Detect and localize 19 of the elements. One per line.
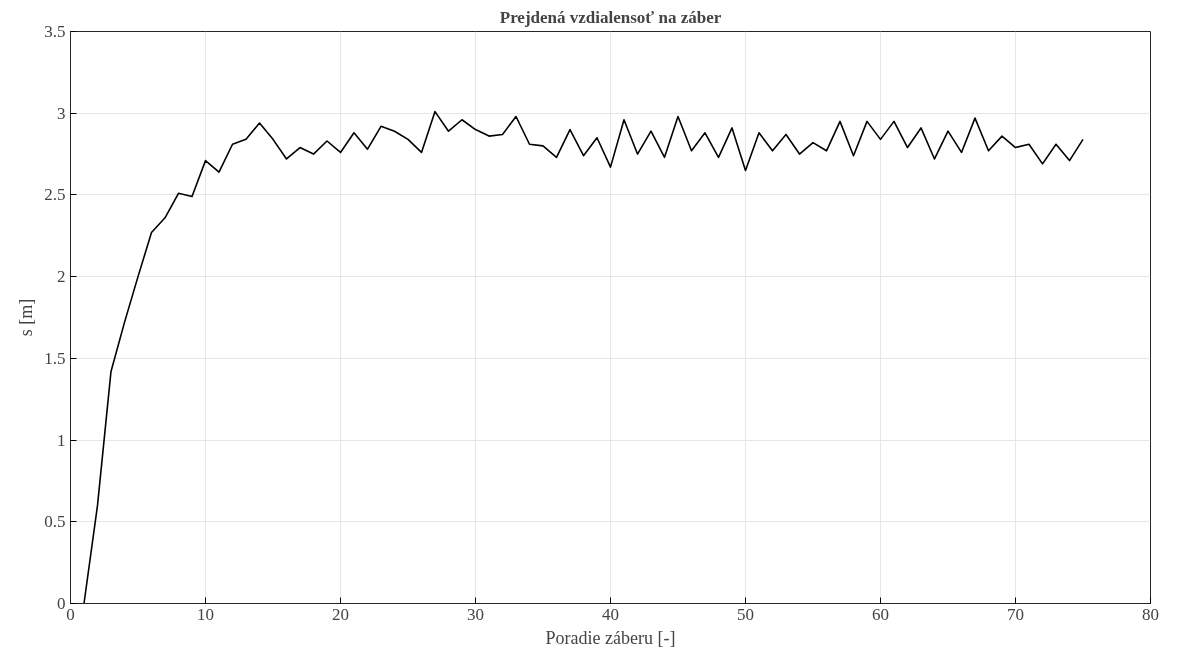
x-tick-label: 20: [332, 604, 349, 624]
x-tick-label: 40: [602, 604, 619, 624]
x-tick-label: 50: [737, 604, 754, 624]
x-tick-label: 70: [1007, 604, 1024, 624]
y-tick-label: 3.5: [44, 22, 66, 41]
y-tick-label: 2.5: [44, 185, 66, 205]
x-tick-label: 80: [1142, 604, 1159, 624]
x-axis-title: Poradie záberu [-]: [545, 627, 676, 648]
y-tick-label: 2: [57, 267, 66, 287]
y-tick-label: 0.5: [44, 512, 66, 532]
y-tick-label: 1.5: [44, 348, 66, 368]
x-tick-label: 30: [467, 604, 484, 624]
y-tick-label: 1: [57, 430, 66, 450]
y-axis-title: s [m]: [16, 298, 37, 337]
y-tick-label: 3: [57, 103, 66, 123]
line-series: [83, 110, 1084, 604]
chart-title: Prejdená vzdialensoť na záber: [499, 7, 722, 27]
x-tick-label: 10: [197, 604, 214, 624]
x-tick-label: 60: [872, 604, 889, 624]
